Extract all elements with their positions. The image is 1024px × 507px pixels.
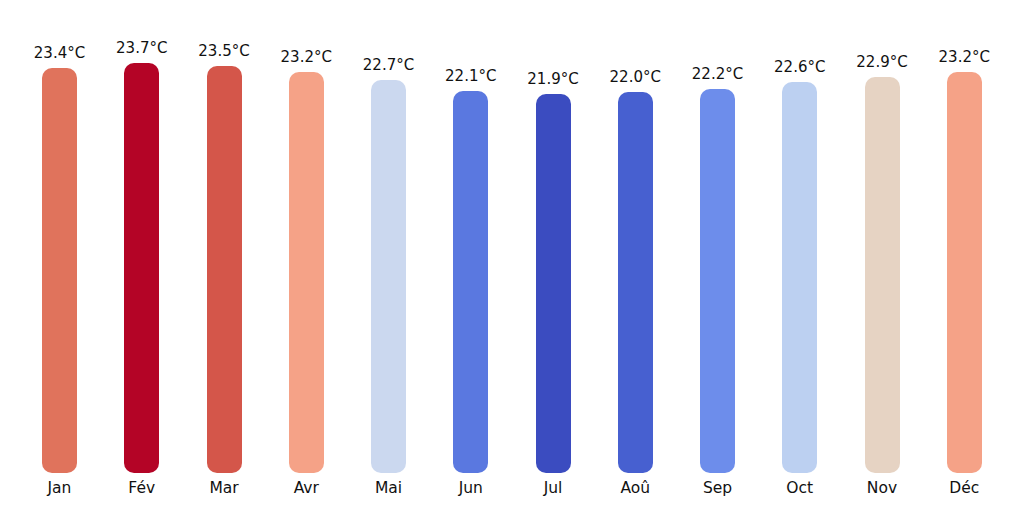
month-label: Jun	[426, 479, 516, 498]
bar-value-label: 22.2°C	[673, 65, 763, 84]
temperature-bar-nov	[865, 77, 900, 473]
bar-value-label: 22.6°C	[755, 58, 845, 77]
monthly-temperature-bar-chart: 23.4°C Jan 23.7°C Fév 23.5°C Mar 23.2°C Avr 22.7…	[0, 0, 1024, 507]
temperature-bar-jun	[453, 91, 488, 473]
month-label: Mar	[179, 479, 269, 498]
temperature-bar-avr	[289, 72, 324, 473]
month-label: Oct	[755, 479, 845, 498]
bar-value-label: 23.4°C	[15, 44, 105, 63]
bar-value-label: 23.7°C	[97, 39, 187, 58]
temperature-bar-sep	[700, 89, 735, 473]
temperature-bar-mar	[207, 66, 242, 473]
month-label: Sep	[673, 479, 763, 498]
temperature-bar-jan	[42, 68, 77, 473]
month-label: Aoû	[590, 479, 680, 498]
temperature-bar-jul	[536, 94, 571, 473]
bar-value-label: 23.2°C	[261, 48, 351, 67]
month-label: Jul	[508, 479, 598, 498]
month-label: Nov	[837, 479, 927, 498]
bar-value-label: 23.5°C	[179, 42, 269, 61]
temperature-bar-oct	[782, 82, 817, 473]
month-label: Jan	[15, 479, 105, 498]
month-label: Mai	[344, 479, 434, 498]
bar-value-label: 23.2°C	[919, 48, 1009, 67]
month-label: Déc	[919, 479, 1009, 498]
temperature-bar-mai	[371, 80, 406, 473]
bar-value-label: 22.9°C	[837, 53, 927, 72]
bar-value-label: 22.7°C	[344, 56, 434, 75]
month-label: Fév	[97, 479, 187, 498]
month-label: Avr	[261, 479, 351, 498]
bar-value-label: 22.0°C	[590, 68, 680, 87]
temperature-bar-aoû	[618, 92, 653, 473]
bar-value-label: 22.1°C	[426, 67, 516, 86]
bar-value-label: 21.9°C	[508, 70, 598, 89]
temperature-bar-fév	[124, 63, 159, 473]
temperature-bar-déc	[947, 72, 982, 473]
